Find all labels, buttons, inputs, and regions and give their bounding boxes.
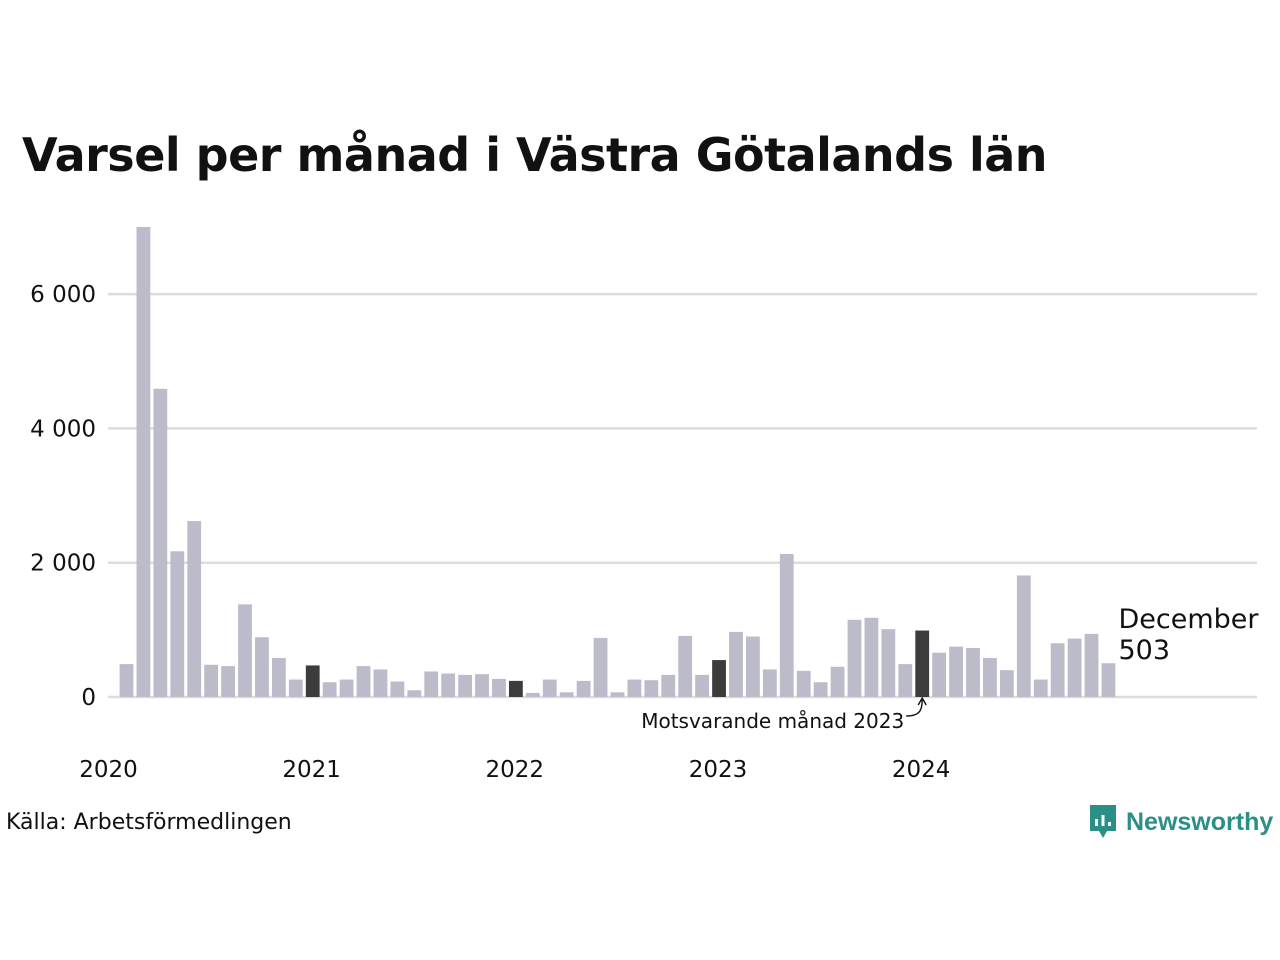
annotation-arrowhead — [917, 696, 927, 706]
bar-2022-06 — [610, 692, 625, 697]
bar-2023-10 — [881, 629, 896, 697]
bar-2020-07 — [221, 666, 235, 697]
bar-2022-10 — [678, 635, 693, 697]
bar-2022-02 — [542, 679, 557, 697]
bar-2023-12 — [915, 630, 930, 697]
current-month-label: December — [1118, 604, 1259, 635]
bar-chart: 0 2 000 4 000 6 000 2020 2021 2022 2023 2024 Mo… — [30, 227, 1259, 783]
bar-2022-08 — [644, 680, 659, 697]
x-axis-ticks: 2020 2021 2022 2023 2024 — [79, 757, 950, 783]
bar-2022-04 — [576, 680, 591, 697]
bar-2020-05 — [187, 521, 202, 697]
bar-2023-08 — [847, 619, 862, 697]
bar-2021-04 — [373, 669, 388, 697]
bar-2024-02 — [949, 646, 963, 697]
bar-2020-04 — [170, 551, 185, 697]
x-tick-label: 2020 — [79, 757, 138, 783]
bar-2024-01 — [932, 652, 947, 697]
brand-name: Newsworthy — [1126, 807, 1274, 836]
bar-2023-03 — [762, 669, 777, 697]
bar-2023-02 — [746, 636, 760, 697]
bar-2021-06 — [407, 690, 422, 697]
bar-2021-07 — [424, 671, 439, 697]
bar-2020-11 — [288, 679, 303, 697]
bar-2021-03 — [356, 666, 371, 697]
bar-2023-07 — [830, 666, 845, 697]
bar-2021-02 — [339, 679, 354, 697]
bar-2020-10 — [271, 658, 286, 697]
bar-2024-04 — [983, 658, 997, 697]
bar-2024-06 — [1016, 575, 1031, 697]
bar-2023-04 — [779, 553, 794, 697]
source-note: Källa: Arbetsförmedlingen — [6, 810, 292, 835]
bar-2024-08 — [1050, 643, 1065, 697]
bar-2022-01 — [525, 692, 540, 697]
bar-2020-02 — [136, 227, 151, 697]
y-tick-label: 0 — [81, 685, 96, 711]
bar-2022-12 — [712, 660, 726, 697]
bar-2024-05 — [999, 670, 1014, 697]
y-tick-label: 6 000 — [30, 282, 96, 308]
bar-2023-11 — [898, 664, 913, 697]
annotation-arrow — [906, 699, 923, 717]
x-tick-label: 2021 — [282, 757, 341, 783]
bar-2024-09 — [1067, 638, 1082, 697]
bar-2022-05 — [593, 637, 608, 697]
newsworthy-logo-icon — [1090, 805, 1116, 838]
x-tick-label: 2023 — [689, 757, 748, 783]
x-tick-label: 2024 — [892, 757, 951, 783]
x-tick-label: 2022 — [486, 757, 545, 783]
bar-2022-09 — [661, 674, 676, 697]
bar-2022-11 — [695, 674, 710, 697]
bar-2024-11 — [1101, 663, 1116, 697]
y-tick-label: 4 000 — [30, 416, 96, 442]
y-tick-label: 2 000 — [30, 551, 96, 577]
bar-2022-03 — [559, 692, 574, 697]
bar-2023-01 — [729, 631, 743, 697]
previous-year-annotation: Motsvarande månad 2023 — [641, 709, 904, 733]
bar-2023-05 — [796, 670, 811, 697]
bar-2022-07 — [627, 679, 642, 697]
bar-2020-06 — [204, 664, 219, 697]
bar-2024-10 — [1084, 633, 1099, 697]
bar-2020-08 — [238, 604, 252, 697]
bar-2020-12 — [305, 665, 320, 697]
bar-2024-03 — [966, 647, 980, 697]
bar-2021-11 — [492, 678, 506, 697]
y-axis-ticks: 0 2 000 4 000 6 000 — [30, 282, 96, 711]
current-value-label: 503 — [1118, 635, 1170, 666]
bar-2021-12 — [508, 680, 523, 697]
bar-2020-09 — [255, 637, 269, 697]
bar-2021-10 — [475, 674, 489, 697]
bars — [119, 227, 1116, 697]
bar-2021-08 — [441, 673, 456, 697]
bar-2020-01 — [119, 664, 134, 697]
bar-2020-03 — [153, 388, 168, 697]
bar-2023-06 — [813, 682, 828, 697]
chart-title: Varsel per månad i Västra Götalands län — [22, 128, 1048, 182]
bar-2024-07 — [1033, 679, 1048, 697]
bar-2021-09 — [458, 674, 472, 697]
bar-2021-05 — [390, 681, 405, 697]
bar-2021-01 — [322, 682, 337, 697]
brand[interactable]: Newsworthy — [1088, 802, 1273, 842]
bar-2023-09 — [864, 617, 879, 697]
